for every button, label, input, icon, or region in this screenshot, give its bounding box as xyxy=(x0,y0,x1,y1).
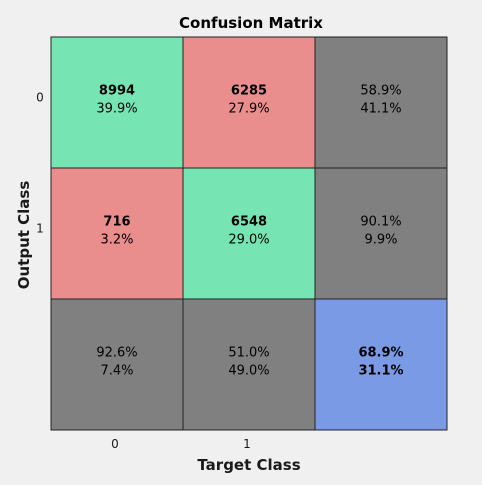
matrix-cell xyxy=(182,36,316,169)
row-summary-correct-label: 90.1% xyxy=(360,215,401,230)
col-summary-correct-label: 51.0% xyxy=(228,346,269,361)
y-tick-label: 0 xyxy=(36,91,44,105)
col-summary-correct-label: 92.6% xyxy=(96,346,137,361)
row-summary-correct-label: 58.9% xyxy=(360,84,401,99)
overall-summary-cell xyxy=(314,298,448,431)
axis-ticks: 0 1 0 1 xyxy=(36,91,251,452)
col-summary-incorrect-label: 7.4% xyxy=(100,364,133,379)
col-summary-cell xyxy=(182,298,316,431)
col-summary-incorrect-label: 49.0% xyxy=(228,364,269,379)
x-tick-label: 1 xyxy=(243,437,251,451)
cell-count-label: 6285 xyxy=(231,84,267,99)
x-axis-label: Target Class xyxy=(197,456,300,474)
cell-count-label: 6548 xyxy=(231,215,267,230)
x-tick-label: 0 xyxy=(111,437,119,451)
col-summary-cell xyxy=(50,298,184,431)
cell-count-label: 8994 xyxy=(99,84,135,99)
cell-percent-label: 3.2% xyxy=(100,233,133,248)
cell-percent-label: 29.0% xyxy=(228,233,269,248)
chart-title: Confusion Matrix xyxy=(179,14,323,32)
matrix-cells: 8994 39.9% 6285 27.9% 716 3.2% 6548 29.0% 58.9% 4… xyxy=(50,36,448,431)
row-summary-incorrect-label: 9.9% xyxy=(364,233,397,248)
cell-percent-label: 39.9% xyxy=(96,102,137,117)
cell-count-label: 716 xyxy=(103,215,130,230)
row-summary-incorrect-label: 41.1% xyxy=(360,102,401,117)
matrix-cell xyxy=(182,167,316,300)
y-tick-label: 1 xyxy=(36,222,44,236)
cell-percent-label: 27.9% xyxy=(228,102,269,117)
overall-incorrect-label: 31.1% xyxy=(358,364,403,379)
overall-correct-label: 68.9% xyxy=(358,346,403,361)
matrix-cell xyxy=(50,167,184,300)
matrix-cell xyxy=(50,36,184,169)
y-axis-label: Output Class xyxy=(15,181,33,290)
